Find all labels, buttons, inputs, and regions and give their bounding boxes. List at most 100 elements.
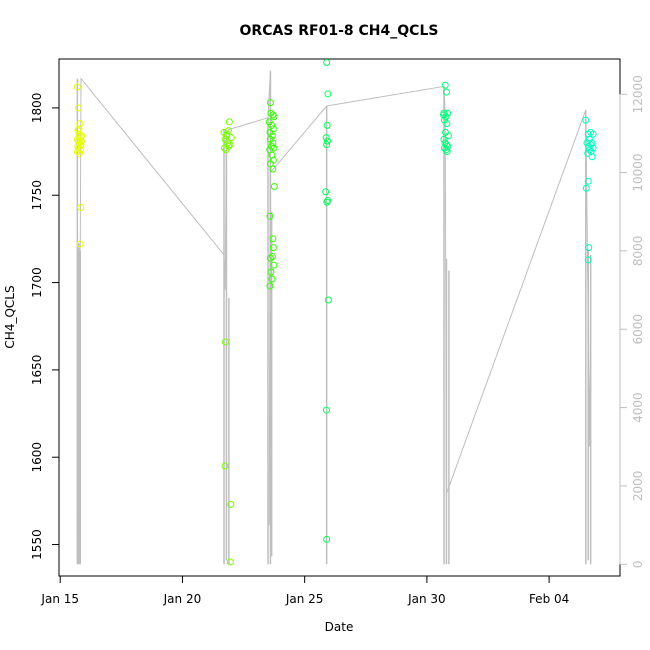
data-point [440, 116, 448, 124]
y-tick-label: 1750 [30, 180, 44, 211]
data-point [584, 256, 592, 264]
data-point [270, 183, 278, 191]
data-point [225, 118, 233, 126]
data-point [76, 149, 84, 157]
data-point [76, 120, 84, 128]
x-axis: Jan 15 Jan 20 Jan 25 Jan 30 Feb 04 [40, 575, 569, 606]
data-point [224, 127, 232, 135]
y-tick-label: 1600 [30, 442, 44, 473]
y-axis-label: CH4_QCLS [3, 285, 17, 348]
data-point [76, 139, 84, 147]
y2-tick-label: 8000 [631, 236, 645, 267]
data-point [73, 148, 81, 156]
y2-tick-label: 0 [631, 560, 645, 568]
data-point [78, 132, 86, 140]
x-tick-label: Jan 25 [285, 592, 324, 606]
data-point [443, 148, 451, 156]
data-point [584, 130, 592, 138]
data-point [323, 198, 331, 206]
data-point [227, 500, 235, 508]
data-point [589, 144, 597, 152]
y-tick-label: 1650 [30, 355, 44, 386]
data-point [268, 275, 276, 283]
data-point [268, 132, 276, 140]
data-point [76, 240, 84, 248]
y2-axis: 0 2000 4000 6000 8000 10000 12000 [619, 75, 645, 568]
data-point [442, 141, 450, 149]
x-tick-label: Jan 20 [163, 592, 202, 606]
data-point [268, 121, 276, 129]
data-point [77, 137, 85, 145]
data-point [582, 184, 590, 192]
data-point [221, 462, 229, 470]
data-point [323, 137, 331, 145]
data-point [441, 81, 449, 89]
data-point [583, 139, 591, 147]
x-tick-label: Jan 15 [40, 592, 79, 606]
data-point [75, 125, 83, 133]
data-point [77, 203, 85, 211]
data-point [268, 252, 276, 260]
x-tick-label: Jan 30 [407, 592, 446, 606]
data-point [221, 338, 229, 346]
data-point [269, 235, 277, 243]
data-point [75, 104, 83, 112]
data-point [588, 153, 596, 161]
data-point [75, 144, 83, 152]
plot-frame [58, 58, 621, 577]
data-point [444, 109, 452, 117]
data-point [589, 130, 597, 138]
data-point [444, 142, 452, 150]
chart-title: ORCAS RF01-8 CH4_QCLS [240, 23, 439, 39]
data-point [270, 113, 278, 121]
data-point [587, 141, 595, 149]
data-point [585, 244, 593, 252]
data-point [324, 296, 332, 304]
data-point [222, 146, 230, 154]
data-point [269, 165, 277, 173]
data-point [220, 144, 228, 152]
data-point [323, 58, 331, 66]
data-point [223, 130, 231, 138]
data-point [323, 141, 331, 149]
data-point [324, 90, 332, 98]
data-point [323, 535, 331, 543]
y-tick-label: 1800 [30, 93, 44, 124]
data-point [322, 406, 330, 414]
data-point [265, 118, 273, 126]
data-point [582, 116, 590, 124]
data-point [444, 132, 452, 140]
y2-tick-label: 4000 [631, 392, 645, 423]
y-tick-label: 1700 [30, 267, 44, 298]
data-point [586, 146, 594, 154]
y2-tick-label: 12000 [631, 75, 645, 113]
data-point [266, 254, 274, 262]
x-tick-label: Feb 04 [529, 592, 569, 606]
data-point [266, 282, 274, 290]
x-axis-label: Date [325, 620, 354, 634]
y2-tick-label: 6000 [631, 314, 645, 345]
data-point [266, 128, 274, 136]
data-point [323, 121, 331, 129]
points-layer [73, 58, 597, 566]
data-point [322, 188, 330, 196]
data-point [584, 149, 592, 157]
data-point [322, 134, 330, 142]
data-point [267, 268, 275, 276]
data-point [226, 141, 234, 149]
data-point [270, 144, 278, 152]
data-point [442, 88, 450, 96]
y-axis: 1550 1600 1650 1700 1750 1800 [30, 93, 60, 560]
data-point [585, 135, 593, 143]
data-point [73, 83, 81, 91]
data-point [270, 261, 278, 269]
y2-tick-label: 2000 [631, 471, 645, 502]
data-point [269, 111, 277, 119]
data-point [442, 113, 450, 121]
secondary-series-layer [76, 70, 592, 565]
data-point [269, 125, 277, 133]
data-point [587, 148, 595, 156]
data-point [584, 177, 592, 185]
data-point [269, 139, 277, 147]
